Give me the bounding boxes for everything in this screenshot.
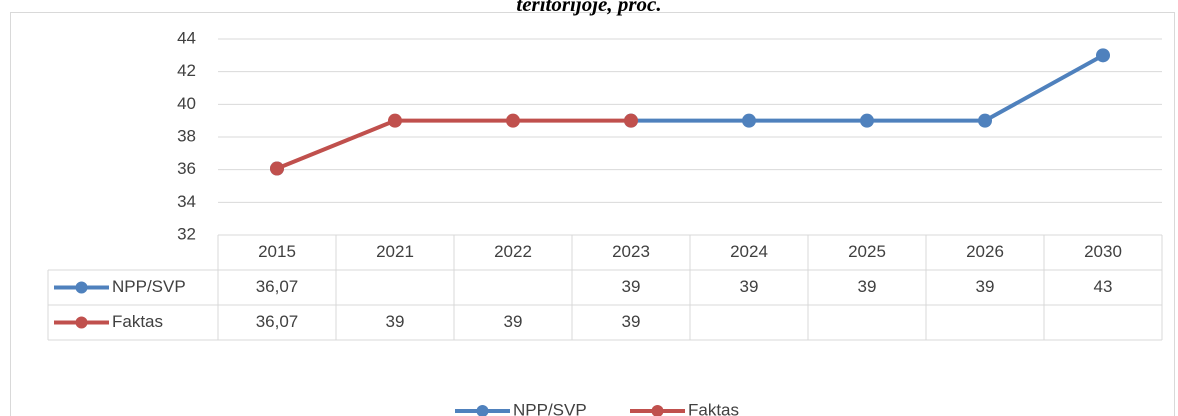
- series-marker: [742, 113, 756, 128]
- legend-label: NPP/SVP: [513, 400, 587, 416]
- table-legend-label: Faktas: [112, 312, 163, 331]
- x-tick-label: 2022: [494, 242, 532, 261]
- table-value: 39: [976, 277, 995, 296]
- y-tick-label: 38: [177, 126, 196, 145]
- table-value: 36,07: [256, 312, 299, 331]
- x-tick-label: 2021: [376, 242, 414, 261]
- x-tick-label: 2026: [966, 242, 1004, 261]
- legend-marker: [651, 405, 664, 416]
- series-marker: [624, 113, 638, 128]
- table-value: 43: [1094, 277, 1113, 296]
- series-marker: [978, 113, 992, 128]
- table-value: 39: [740, 277, 759, 296]
- x-tick-label: 2023: [612, 242, 650, 261]
- y-tick-label: 42: [177, 61, 196, 80]
- y-tick-label: 34: [177, 192, 196, 211]
- chart-frame: [10, 12, 1175, 416]
- table-value: 36,07: [256, 277, 299, 296]
- x-tick-label: 2030: [1084, 242, 1122, 261]
- series-marker: [506, 113, 520, 128]
- table-value: 39: [858, 277, 877, 296]
- series-marker: [388, 113, 402, 128]
- x-tick-label: 2025: [848, 242, 886, 261]
- legend-marker: [476, 405, 489, 416]
- legend-label: Faktas: [688, 400, 739, 416]
- y-tick-label: 32: [177, 224, 196, 243]
- chart-title: teritorijoje, proc.: [516, 0, 661, 16]
- series-line: [276, 118, 631, 171]
- series-marker: [270, 161, 284, 176]
- table-value: 39: [504, 312, 523, 331]
- series-marker: [1096, 48, 1110, 63]
- y-tick-label: 44: [177, 28, 196, 47]
- table-legend-marker: [75, 316, 88, 329]
- table-legend-label: NPP/SVP: [112, 277, 186, 296]
- y-tick-label: 36: [177, 159, 196, 178]
- table-legend-marker: [75, 281, 88, 294]
- table-value: 39: [622, 277, 641, 296]
- table-value: 39: [386, 312, 405, 331]
- series-marker: [860, 113, 874, 128]
- table-value: 39: [622, 312, 641, 331]
- x-tick-label: 2015: [258, 242, 296, 261]
- x-tick-label: 2024: [730, 242, 768, 261]
- y-tick-label: 40: [177, 94, 196, 113]
